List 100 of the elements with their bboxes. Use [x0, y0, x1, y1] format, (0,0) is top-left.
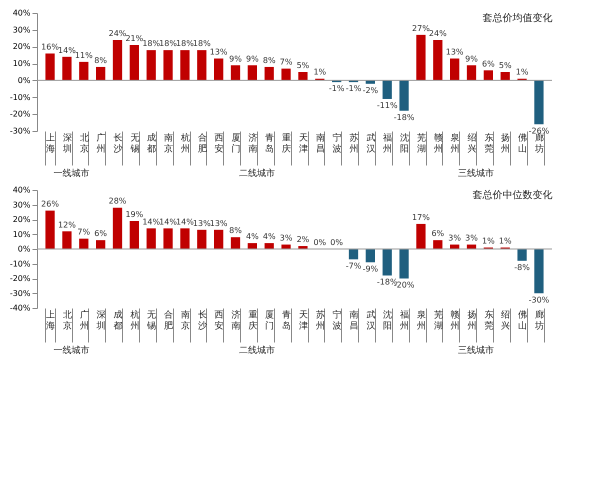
- x-tick-label: 武汉: [366, 132, 376, 154]
- bar: [382, 249, 392, 276]
- x-tick-label: 北京: [62, 310, 72, 332]
- data-label: 4%: [246, 232, 260, 242]
- x-tick-label: 苏州: [316, 310, 325, 332]
- bar: [130, 220, 139, 249]
- bar: [197, 50, 206, 80]
- data-label: 9%: [465, 54, 478, 64]
- x-tick-label: 厦门: [265, 310, 274, 332]
- y-tick-label: 30%: [12, 25, 31, 34]
- x-tick-label: 深圳: [62, 132, 72, 154]
- x-tick-label: 芜湖: [434, 310, 443, 332]
- data-label: -30%: [528, 295, 550, 304]
- bar: [416, 224, 426, 249]
- x-tick-label: 深圳: [96, 310, 106, 332]
- data-label: 7%: [77, 228, 91, 237]
- y-tick-label: 30%: [12, 200, 31, 210]
- x-tick-label: 合肥: [164, 310, 174, 332]
- bar: [281, 68, 291, 80]
- text: 三线城市: [458, 345, 494, 356]
- data-label: 14%: [176, 217, 194, 226]
- x-tick-label: 佛山: [518, 132, 528, 154]
- x-tick-label: 佛山: [518, 310, 528, 332]
- data-label: 4%: [262, 232, 276, 242]
- bar: [382, 80, 392, 99]
- data-label: 19%: [125, 210, 144, 219]
- x-tick-label: 厦门: [232, 132, 240, 154]
- data-label: 26%: [41, 200, 60, 209]
- data-label: 14%: [142, 217, 160, 226]
- data-label: -9%: [362, 264, 379, 274]
- y-tick-label: 0%: [18, 244, 31, 254]
- data-label: -1%: [346, 84, 362, 94]
- data-label: 7%: [280, 58, 293, 67]
- x-tick-label: 青岛: [265, 132, 274, 154]
- bar: [264, 243, 274, 249]
- data-label: -1%: [328, 84, 345, 94]
- data-label: 3%: [280, 234, 293, 243]
- text: 三线城市: [458, 168, 494, 179]
- bar: [146, 228, 156, 249]
- x-tick-label: 长沙: [113, 132, 122, 154]
- x-tick-label: 廊坊: [534, 132, 544, 154]
- x-tick-label: 天津: [298, 132, 308, 154]
- data-label: 21%: [125, 34, 144, 44]
- bar: [62, 56, 72, 80]
- data-label: 11%: [74, 50, 94, 60]
- data-label: 13%: [210, 48, 228, 57]
- bar: [180, 50, 190, 80]
- x-tick-label: 福州: [400, 310, 410, 332]
- bar: [399, 80, 409, 111]
- x-tick-label: 合肥: [198, 132, 207, 154]
- x-tick-label: 武汉: [366, 310, 376, 332]
- bar: [248, 243, 257, 249]
- data-label: 0%: [313, 238, 327, 247]
- data-label: 12%: [58, 220, 76, 230]
- chart-title: 套总价中位数变化: [472, 189, 552, 201]
- y-tick-label: 40%: [12, 8, 31, 18]
- x-tick-label: 宁波: [332, 310, 342, 332]
- data-label: 0%: [330, 238, 344, 247]
- bar: [214, 58, 224, 80]
- x-tick-label: 赣州: [450, 310, 460, 332]
- data-label: 18%: [159, 39, 178, 48]
- data-label: 1%: [313, 68, 327, 77]
- x-tick-label: 广州: [80, 310, 89, 332]
- y-tick-label: -20%: [10, 274, 31, 283]
- y-tick-label: -40%: [10, 304, 31, 312]
- bar: [248, 65, 257, 80]
- x-tick-label: 上海: [46, 310, 56, 332]
- x-tick-label: 绍兴: [468, 132, 477, 154]
- x-tick-label: 西安: [214, 134, 224, 154]
- data-label: 8%: [229, 226, 242, 236]
- x-tick-label: 成都: [147, 132, 156, 154]
- bar: [79, 238, 88, 249]
- data-label: 9%: [246, 54, 260, 64]
- bar: [130, 45, 139, 80]
- data-label: 24%: [428, 28, 448, 38]
- data-label: 16%: [41, 42, 60, 52]
- bar: [96, 66, 106, 80]
- bar: [348, 249, 358, 260]
- x-tick-label: 无锡: [146, 310, 156, 332]
- x-tick-label: 芜湖: [416, 132, 426, 154]
- x-tick-label: 南京: [164, 132, 174, 154]
- bar: [450, 58, 460, 80]
- x-tick-label: 天津: [298, 310, 308, 332]
- data-label: -18%: [394, 112, 415, 122]
- data-label: 9%: [229, 54, 242, 64]
- bar: [214, 230, 224, 249]
- x-tick-label: 济南: [232, 310, 240, 332]
- bar: [433, 40, 442, 80]
- y-tick-label: -10%: [10, 92, 31, 102]
- y-tick-label: 0%: [18, 76, 31, 85]
- y-tick-label: -30%: [10, 288, 31, 298]
- x-tick-label: 东莞: [484, 132, 494, 154]
- bar: [45, 210, 55, 249]
- bar: [180, 228, 190, 249]
- bar: [112, 40, 122, 80]
- x-tick-label: 廊坊: [534, 310, 544, 332]
- data-label: 6%: [482, 59, 496, 68]
- data-label: -2%: [362, 86, 379, 95]
- bar: [96, 240, 106, 249]
- data-label: 8%: [262, 56, 276, 65]
